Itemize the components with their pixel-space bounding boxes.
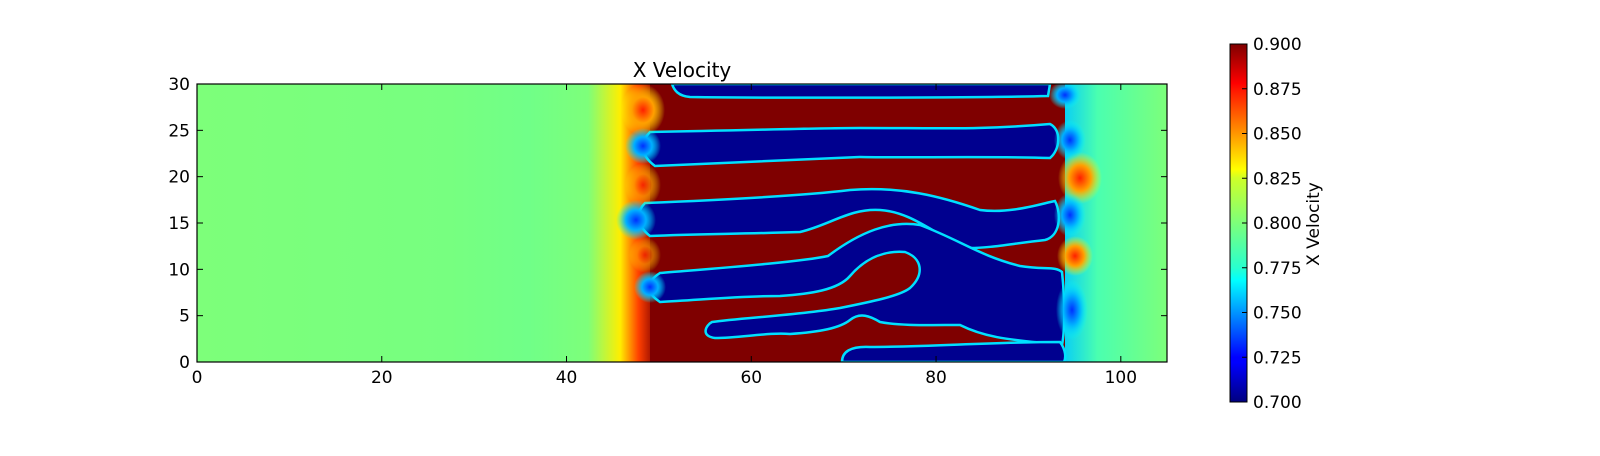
band-blue-10 [647, 222, 1066, 347]
colorbar-tick-label: 0.875 [1253, 80, 1302, 100]
colorbar-tick-label: 0.850 [1253, 125, 1302, 145]
colorbar-tick-label: 0.750 [1253, 304, 1302, 324]
heatmap-plot-area [197, 84, 1167, 362]
colorbar-tick-label: 0.900 [1253, 35, 1302, 55]
colorbar-tick-label: 0.825 [1253, 169, 1302, 189]
y-tick-label: 5 [179, 307, 190, 327]
colorbar-tick-label: 0.775 [1253, 259, 1302, 279]
y-tick-label: 20 [168, 168, 190, 188]
band-blue-23 [641, 122, 1060, 168]
x-tick-label: 60 [740, 368, 762, 388]
colorbar-tick-label: 0.800 [1253, 214, 1302, 234]
x-tick-label: 100 [1105, 368, 1137, 388]
y-tick-label: 0 [179, 353, 190, 373]
band-blue-bottom [840, 340, 1067, 362]
low-velocity-bands [637, 84, 1067, 362]
x-tick-label: 40 [556, 368, 578, 388]
x-tick-label: 20 [371, 368, 393, 388]
band-blue-15 [637, 187, 1061, 250]
field-upstream-ramp [197, 84, 657, 362]
y-axis: 0 5 10 15 20 25 30 [168, 75, 1167, 373]
band-blue-top [670, 84, 1052, 99]
colorbar-tick-label: 0.725 [1253, 348, 1302, 368]
colorbar-label: X Velocity [1304, 182, 1324, 266]
colorbar: 0.700 0.725 0.750 0.775 0.800 0.825 0.850 0.875… [1229, 35, 1324, 413]
x-axis: 0 20 40 60 80 100 [192, 84, 1137, 388]
chart-title: X Velocity [633, 58, 732, 82]
y-tick-label: 25 [168, 121, 190, 141]
y-tick-label: 15 [168, 214, 190, 234]
edge-glows [616, 84, 1102, 340]
y-tick-label: 30 [168, 75, 190, 95]
x-tick-label: 80 [925, 368, 947, 388]
y-tick-label: 10 [168, 260, 190, 280]
colorbar-ticks: 0.700 0.725 0.750 0.775 0.800 0.825 0.850 0.875… [1242, 35, 1302, 413]
colorbar-tick-label: 0.700 [1253, 393, 1302, 413]
x-tick-label: 0 [192, 368, 203, 388]
